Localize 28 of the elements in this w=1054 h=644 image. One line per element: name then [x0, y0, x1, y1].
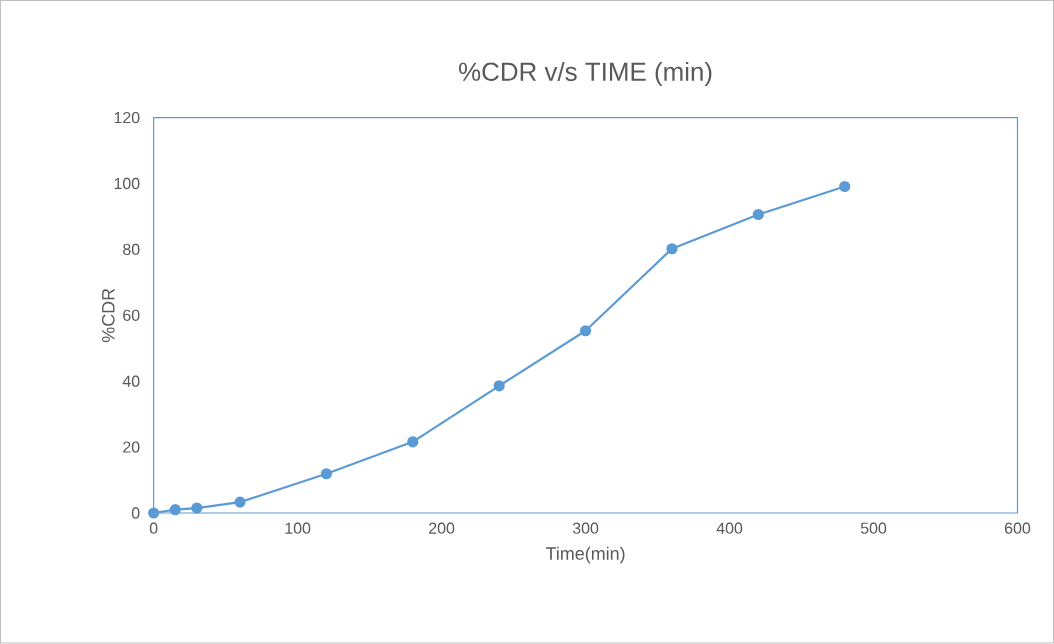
point [148, 507, 160, 519]
x-tick-label: 400 [716, 522, 743, 534]
point [752, 209, 764, 221]
point [191, 502, 203, 514]
point [839, 181, 851, 193]
y-tick-label: 40 [122, 375, 140, 388]
point [493, 380, 505, 392]
chart-title: %CDR v/s TIME (min) [459, 62, 712, 87]
x-tick-label: 0 [149, 522, 158, 534]
x-tick-label: 600 [1004, 522, 1031, 534]
x-tick-label: 200 [429, 522, 455, 534]
y-tick-label: 100 [114, 178, 140, 190]
y-tick-label: 20 [123, 441, 140, 453]
point [407, 436, 419, 448]
y-tick-label: 80 [123, 243, 140, 256]
x-tick-label: 300 [572, 522, 599, 534]
point [169, 504, 181, 516]
y-tick-label: 120 [114, 112, 140, 124]
y-tick-label: 60 [123, 309, 140, 322]
point [320, 468, 332, 480]
point [234, 496, 246, 508]
point [666, 243, 678, 255]
x-tick-label: 500 [860, 522, 887, 534]
point [579, 325, 592, 337]
x-axis-title: Time(min) [545, 546, 625, 564]
y-tick-label: 0 [131, 507, 140, 519]
x-tick-label: 100 [285, 522, 311, 534]
y-axis-title: %CDR [101, 288, 115, 343]
